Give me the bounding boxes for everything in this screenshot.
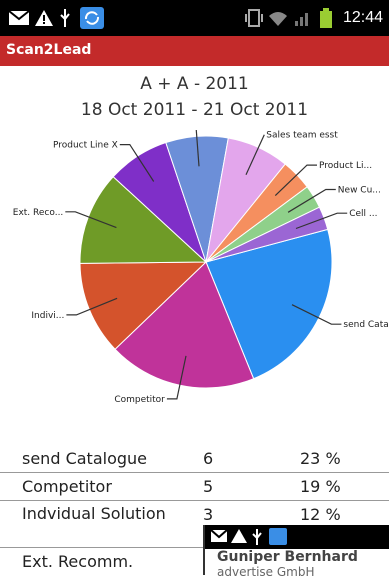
table-row[interactable]: Indvidual Solution 3 12 % — [0, 501, 389, 548]
overlay-title: Guniper Bernhard — [217, 549, 358, 565]
pie-label: Competitor — [114, 395, 165, 405]
pie-leader-line — [119, 144, 155, 182]
chart-subtitle: 18 Oct 2011 - 21 Oct 2011 — [80, 100, 309, 120]
pie-label: send Catalo... — [343, 320, 389, 330]
overlay-subtitle: advertise GmbH — [217, 565, 315, 579]
pie-leader-line — [287, 188, 336, 213]
pie-label: New Cu... — [338, 186, 381, 196]
pie-label: Cell ... — [349, 209, 377, 219]
pie-label: Ext. Reco... — [13, 208, 64, 218]
usb-icon — [58, 7, 72, 29]
row-count: 5 — [203, 477, 214, 496]
table-row[interactable]: send Catalogue 6 23 % — [0, 445, 389, 473]
warning-icon — [34, 7, 54, 29]
pie-leader-line — [295, 212, 348, 230]
overlay-status-bar — [205, 525, 389, 549]
results-table: send Catalogue 6 23 % Competitor 5 19 % … — [0, 445, 389, 575]
sync-icon — [80, 7, 104, 29]
notification-overlay[interactable]: Guniper Bernhard advertise GmbH — [203, 525, 389, 579]
pie-chart: send Catalo... Competitor Indivi... Ext. Re… — [13, 130, 389, 405]
vibrate-icon — [244, 7, 264, 29]
row-name: Indvidual Solution — [22, 504, 166, 523]
wifi-icon — [268, 7, 288, 29]
pie-leader-line — [166, 355, 187, 400]
mail-icon — [8, 7, 30, 29]
signal-icon — [294, 7, 312, 29]
pie-leader-line — [245, 134, 265, 175]
row-count: 3 — [203, 505, 214, 524]
pie-label: Product Line X — [53, 141, 118, 151]
chart-title: A + A - 2011 — [140, 74, 249, 94]
app-title-bar: Scan2Lead — [0, 36, 389, 66]
pie-leader-line — [291, 304, 342, 325]
pie-leader-line — [274, 164, 317, 197]
overlay-status-icons — [210, 528, 287, 545]
row-percent: 23 % — [300, 449, 341, 468]
table-row[interactable]: Competitor 5 19 % — [0, 473, 389, 501]
pie-label: Product Li... — [319, 161, 372, 171]
row-count: 6 — [203, 449, 214, 468]
row-name: Competitor — [22, 477, 112, 496]
row-name: send Catalogue — [22, 449, 147, 468]
status-bar: 12:44 — [0, 0, 389, 36]
row-name: Ext. Recomm. — [22, 552, 134, 571]
row-percent: 19 % — [300, 477, 341, 496]
pie-label: Indivi... — [31, 311, 64, 321]
pie-label: Sales team esst — [266, 131, 338, 141]
row-percent: 12 % — [300, 505, 341, 524]
pie-leader-line — [66, 297, 118, 316]
app-title: Scan2Lead — [6, 42, 92, 58]
pie-leader-line — [195, 130, 200, 167]
battery-icon — [320, 7, 332, 29]
table-row[interactable]: Ext. Recomm. — [0, 548, 389, 575]
clock: 12:44 — [342, 9, 383, 26]
pie-leader-line — [65, 211, 117, 229]
